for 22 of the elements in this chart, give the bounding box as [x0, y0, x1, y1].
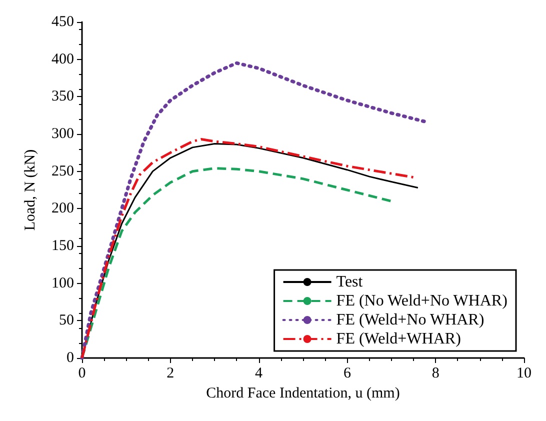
x-tick-label: 8	[432, 366, 440, 382]
y-tick-label: 450	[52, 14, 74, 30]
legend-label: FE (Weld+WHAR)	[336, 330, 461, 348]
x-tick-label: 6	[343, 366, 352, 382]
x-tick-label: 4	[255, 366, 264, 382]
y-tick-label: 150	[52, 238, 74, 254]
y-tick-label: 300	[52, 126, 74, 142]
legend-label: Test	[336, 274, 364, 290]
legend-label: FE (No Weld+No WHAR)	[336, 292, 508, 310]
x-axis-title: Chord Face Indentation, u (mm)	[206, 385, 400, 402]
y-tick-label: 100	[52, 275, 74, 292]
x-tick-label: 0	[78, 366, 86, 382]
y-tick-label: 250	[52, 163, 74, 180]
y-tick-label: 50	[59, 312, 74, 329]
y-tick-label: 400	[52, 51, 74, 68]
x-tick-label: 10	[516, 366, 532, 382]
y-tick-label: 200	[52, 200, 74, 217]
x-tick-label: 2	[166, 366, 174, 382]
y-tick-label: 350	[52, 88, 74, 105]
legend-label: FE (Weld+No WHAR)	[336, 312, 484, 328]
y-axis-title: Load, N (kN)	[22, 149, 38, 231]
y-tick-label: 0	[66, 350, 74, 366]
